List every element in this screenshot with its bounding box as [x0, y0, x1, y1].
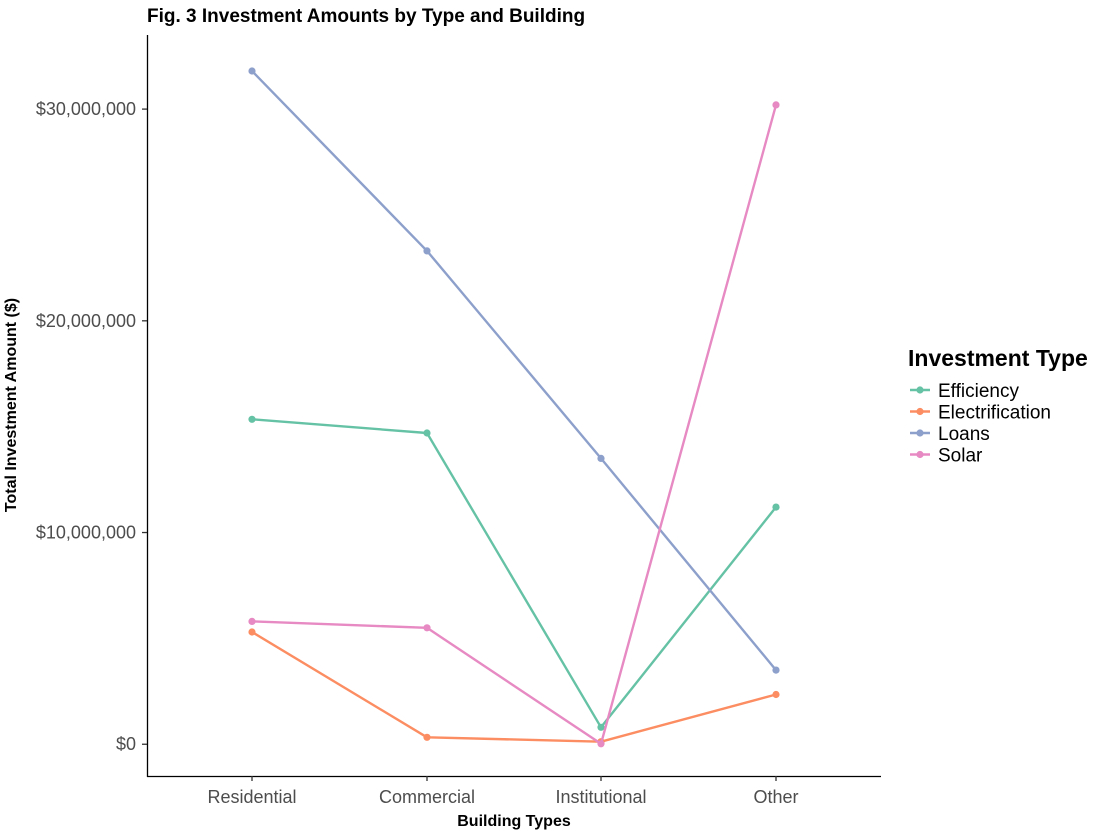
- legend-swatch-point: [916, 450, 924, 459]
- series-line: [251, 630, 777, 743]
- legend-label: Solar: [938, 446, 983, 467]
- series-efficiency: [248, 415, 780, 731]
- chart-title: Fig. 3 Investment Amounts by Type and Bu…: [147, 6, 585, 27]
- x-tick-label: Other: [753, 787, 798, 807]
- data-point: [423, 733, 431, 741]
- legend-swatch-point: [916, 386, 924, 394]
- series-loans: [248, 67, 780, 674]
- series-solar: [248, 101, 780, 748]
- data-point: [423, 624, 431, 632]
- x-axis: Residential Commercial Institutional Other: [147, 775, 881, 807]
- y-axis-title: Total Investment Amount ($): [3, 298, 20, 512]
- x-tick-label: Residential: [207, 787, 296, 807]
- data-point: [772, 503, 780, 511]
- legend-label: Efficiency: [938, 381, 1019, 402]
- series-line: [251, 104, 778, 745]
- legend-title: Investment Type: [908, 345, 1088, 371]
- data-point: [772, 666, 780, 674]
- x-tick-label: Institutional: [555, 787, 646, 807]
- data-point: [772, 690, 780, 699]
- legend-swatch-point: [916, 429, 924, 437]
- legend-label: Loans: [938, 424, 990, 445]
- y-axis: $0 $10,000,000 $20,000,000 $30,000,000: [36, 35, 149, 777]
- x-axis-title: Building Types: [457, 813, 571, 830]
- legend: Investment Type EfficiencyElectrificatio…: [908, 345, 1088, 467]
- legend-label: Electrification: [938, 403, 1051, 424]
- data-point: [248, 415, 256, 423]
- y-tick-label: $0: [116, 734, 136, 754]
- legend-item: Electrification: [910, 403, 1051, 424]
- y-tick-label: $30,000,000: [36, 99, 136, 119]
- data-point: [597, 740, 605, 748]
- data-point: [597, 454, 605, 462]
- data-point: [597, 723, 605, 731]
- legend-item: Loans: [910, 424, 990, 445]
- y-tick-label: $10,000,000: [36, 523, 136, 543]
- series-line: [251, 70, 777, 671]
- data-point: [772, 101, 780, 109]
- data-point: [423, 429, 431, 437]
- data-point: [423, 247, 431, 255]
- data-point: [248, 628, 256, 636]
- legend-swatch-point: [916, 407, 924, 416]
- data-point: [248, 67, 256, 75]
- x-tick-label: Commercial: [379, 787, 475, 807]
- series-line: [251, 418, 777, 729]
- legend-item: Efficiency: [910, 381, 1019, 402]
- series-layer: [248, 67, 780, 748]
- y-tick-label: $20,000,000: [36, 311, 136, 331]
- legend-item: Solar: [910, 446, 983, 467]
- data-point: [248, 617, 256, 626]
